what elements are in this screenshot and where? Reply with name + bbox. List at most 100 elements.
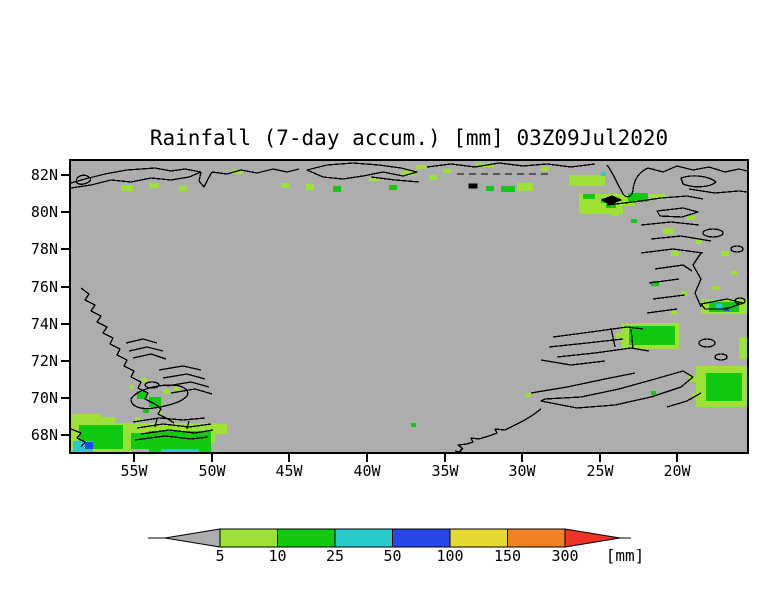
x-tick-label: 45W [275,462,303,480]
x-tick-label: 30W [508,462,536,480]
coastline [454,447,464,452]
coastline [610,327,616,348]
rain-cell [429,175,437,180]
x-tick-label: 40W [353,462,381,480]
x-tick [288,454,290,462]
rain-cell [721,251,729,256]
x-tick [521,454,523,462]
rain-cell [583,194,595,199]
colorbar-tick-label: 100 [436,547,464,565]
coastline [144,381,160,389]
coastline [154,418,158,428]
y-tick [61,286,69,288]
x-tick-label: 50W [198,462,226,480]
coastline [650,235,712,242]
coastline [734,297,746,305]
rain-cell [143,408,149,413]
coastline [71,167,202,184]
coastline [680,175,717,188]
coastline [692,252,702,308]
rain-cell [149,431,211,452]
coastline [140,429,214,435]
coastline [80,287,175,424]
rain-cell [73,441,93,452]
rain-cell [687,216,695,220]
coastline [468,183,478,189]
rain-cell [671,251,679,256]
coastline [71,171,202,189]
x-tick-label: 55W [120,462,148,480]
rain-cell [616,333,622,338]
coastline [125,338,158,344]
coastline [128,346,164,352]
coastline [556,347,650,358]
coastline [530,372,636,394]
rain-cell [731,271,737,275]
colorbar-segment [507,528,566,548]
rain-cell [101,417,115,425]
rain-cell [369,177,379,181]
coastline [306,162,418,180]
coastline [540,370,694,409]
rain-cell [141,378,147,382]
rain-cell [651,281,659,286]
coastline [198,171,213,188]
rain-cell [649,194,665,200]
rain-cell [161,449,199,452]
rain-cell [501,186,515,192]
y-tick-label: 72N [30,352,58,370]
rain-cell [129,385,134,389]
y-tick [61,397,69,399]
y-tick [61,323,69,325]
rain-cell [579,206,623,214]
y-tick [61,248,69,250]
colorbar-tick-label: 5 [215,547,225,565]
coastline [186,420,190,430]
y-tick-label: 70N [30,389,58,407]
rain-cell [333,186,341,192]
colorbar-segment [449,528,508,548]
x-tick [366,454,368,462]
x-tick-label: 25W [586,462,614,480]
rain-cell [389,185,397,190]
map-canvas [71,162,747,452]
rain-cell [135,417,141,422]
rain-cell [631,219,637,223]
coastline [158,365,202,371]
coastline [548,338,624,348]
rain-cell [517,183,533,191]
rain-cell [628,193,648,202]
rain-cell [306,184,314,190]
map-plot [69,159,749,454]
coastline [640,248,704,254]
coastline [130,384,189,410]
coastline [132,417,206,423]
rain-cell [401,171,415,176]
coastline [540,359,606,366]
y-tick-label: 80N [30,203,58,221]
x-tick [444,454,446,462]
coastline [630,328,634,350]
coastline [370,176,420,183]
coastline [647,165,747,173]
rain-cell [671,311,677,315]
y-tick [61,211,69,213]
y-tick-label: 76N [30,278,58,296]
rain-cell [121,185,133,191]
rain-cell [696,239,702,244]
rain-cell [541,167,549,171]
y-tick-label: 68N [30,426,58,444]
rain-cell [416,165,426,169]
rain-cell [131,433,153,449]
rain-cell [611,211,619,216]
rain-cell [174,387,179,391]
rain-cell [692,393,698,398]
rain-cell [711,286,719,290]
rain-cell [157,411,162,415]
coastline [211,168,300,175]
rain-cell [681,291,687,296]
coastline [170,388,213,395]
rain-cell [85,442,93,449]
rain-cell [149,183,159,188]
